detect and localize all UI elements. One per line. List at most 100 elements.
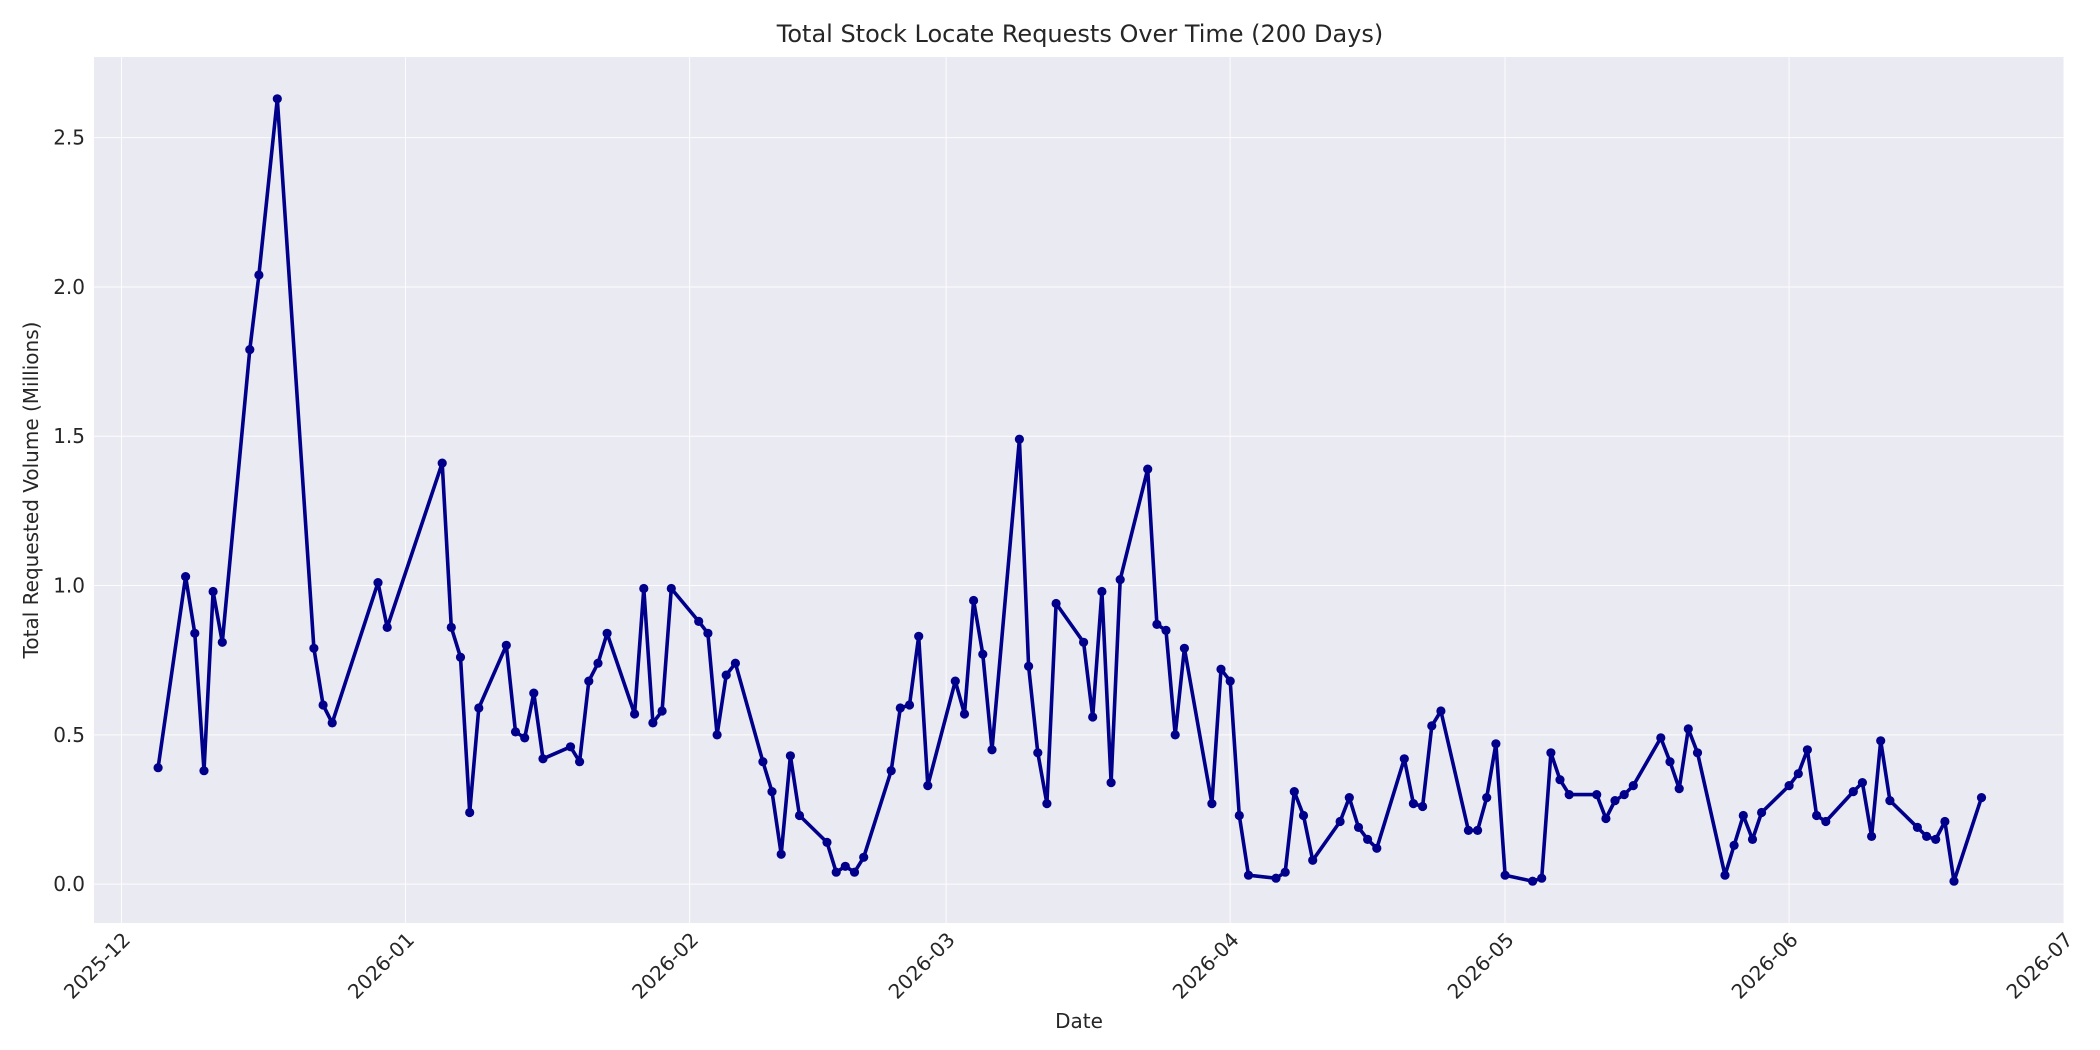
data-point (1546, 748, 1556, 758)
x-axis-label: Date (1055, 1009, 1103, 1033)
data-point (1399, 754, 1409, 764)
data-point (318, 700, 328, 710)
data-point (538, 754, 548, 764)
data-point (437, 458, 447, 468)
data-point (1207, 799, 1217, 809)
data-point (859, 852, 869, 862)
data-point (978, 649, 988, 659)
data-point (1143, 464, 1153, 474)
data-points (153, 94, 1987, 886)
data-point (602, 628, 612, 638)
data-point (1564, 790, 1574, 800)
data-point (1619, 790, 1629, 800)
data-point (1867, 831, 1877, 842)
data-point (849, 867, 860, 877)
data-point (1097, 586, 1107, 597)
data-point (208, 586, 218, 597)
chart-title: Total Stock Locate Requests Over Time (2… (776, 20, 1383, 48)
data-point (758, 757, 768, 767)
y-tick-label: 1.5 (53, 424, 85, 448)
data-point (1720, 870, 1730, 880)
data-point (446, 622, 456, 633)
data-point (1033, 748, 1043, 758)
data-point (1601, 813, 1611, 824)
data-point (886, 766, 896, 776)
data-point (730, 658, 741, 668)
data-point (1885, 796, 1895, 806)
data-point (1298, 810, 1309, 821)
data-point (1014, 434, 1024, 444)
data-point (1793, 769, 1803, 779)
data-point (1216, 664, 1226, 674)
data-point (914, 631, 924, 641)
y-axis-ticks: 0.0 0.5 1.0 1.5 2.0 2.5 (53, 126, 85, 897)
data-point (1528, 876, 1538, 886)
data-point (694, 616, 704, 627)
x-tick-label: 2026-05 (1443, 928, 1519, 1004)
data-point (1931, 834, 1941, 845)
data-point (1729, 840, 1739, 851)
data-point (630, 709, 640, 719)
data-point (840, 861, 850, 871)
data-point (1482, 793, 1492, 803)
data-point (831, 867, 841, 877)
data-point (904, 700, 915, 710)
data-point (1179, 643, 1189, 653)
data-point (1106, 778, 1116, 788)
data-point (501, 640, 511, 650)
data-point (1170, 730, 1180, 740)
data-point (1463, 825, 1473, 836)
data-point (1922, 831, 1932, 842)
data-point (181, 572, 191, 582)
data-point (254, 270, 264, 280)
data-point (1940, 816, 1950, 827)
data-point (1436, 706, 1446, 716)
grid-lines (94, 57, 2065, 923)
data-point (1473, 825, 1483, 836)
data-point (565, 742, 576, 752)
data-point (153, 763, 163, 773)
x-tick-label: 2025-12 (59, 928, 135, 1004)
data-point (1912, 822, 1922, 833)
data-point (1079, 637, 1089, 647)
data-point (959, 709, 970, 719)
y-axis-label: Total Requested Volume (Millions) (19, 322, 43, 660)
data-point (1051, 598, 1061, 609)
data-point (217, 637, 227, 647)
data-point (666, 583, 676, 594)
data-point (1363, 834, 1373, 845)
data-point (474, 703, 484, 713)
data-point (327, 718, 337, 728)
data-point (785, 751, 796, 761)
data-point (1537, 873, 1547, 883)
data-point (1372, 843, 1382, 853)
x-tick-label: 2026-01 (343, 928, 419, 1004)
data-point (1289, 787, 1299, 797)
data-point (1427, 721, 1437, 731)
data-point (373, 578, 383, 588)
data-point (1610, 796, 1620, 806)
data-point (1692, 748, 1703, 758)
data-point (1408, 799, 1418, 809)
data-point (1088, 712, 1098, 722)
data-point (657, 706, 667, 716)
data-point (767, 787, 777, 797)
data-point (1665, 757, 1675, 767)
data-point (465, 807, 475, 818)
data-point (245, 345, 255, 355)
data-point (648, 718, 658, 728)
data-point (1592, 790, 1602, 800)
data-point (1976, 793, 1987, 803)
x-tick-label: 2026-02 (627, 928, 703, 1004)
data-point (1683, 724, 1693, 734)
data-point (1308, 855, 1318, 865)
y-tick-label: 2.0 (53, 275, 85, 299)
data-point (584, 676, 594, 686)
data-point (1491, 739, 1501, 749)
data-point (1784, 781, 1794, 791)
data-point (190, 628, 200, 638)
data-point (1280, 867, 1290, 877)
data-point (923, 781, 933, 791)
x-tick-label: 2026-03 (884, 928, 960, 1004)
